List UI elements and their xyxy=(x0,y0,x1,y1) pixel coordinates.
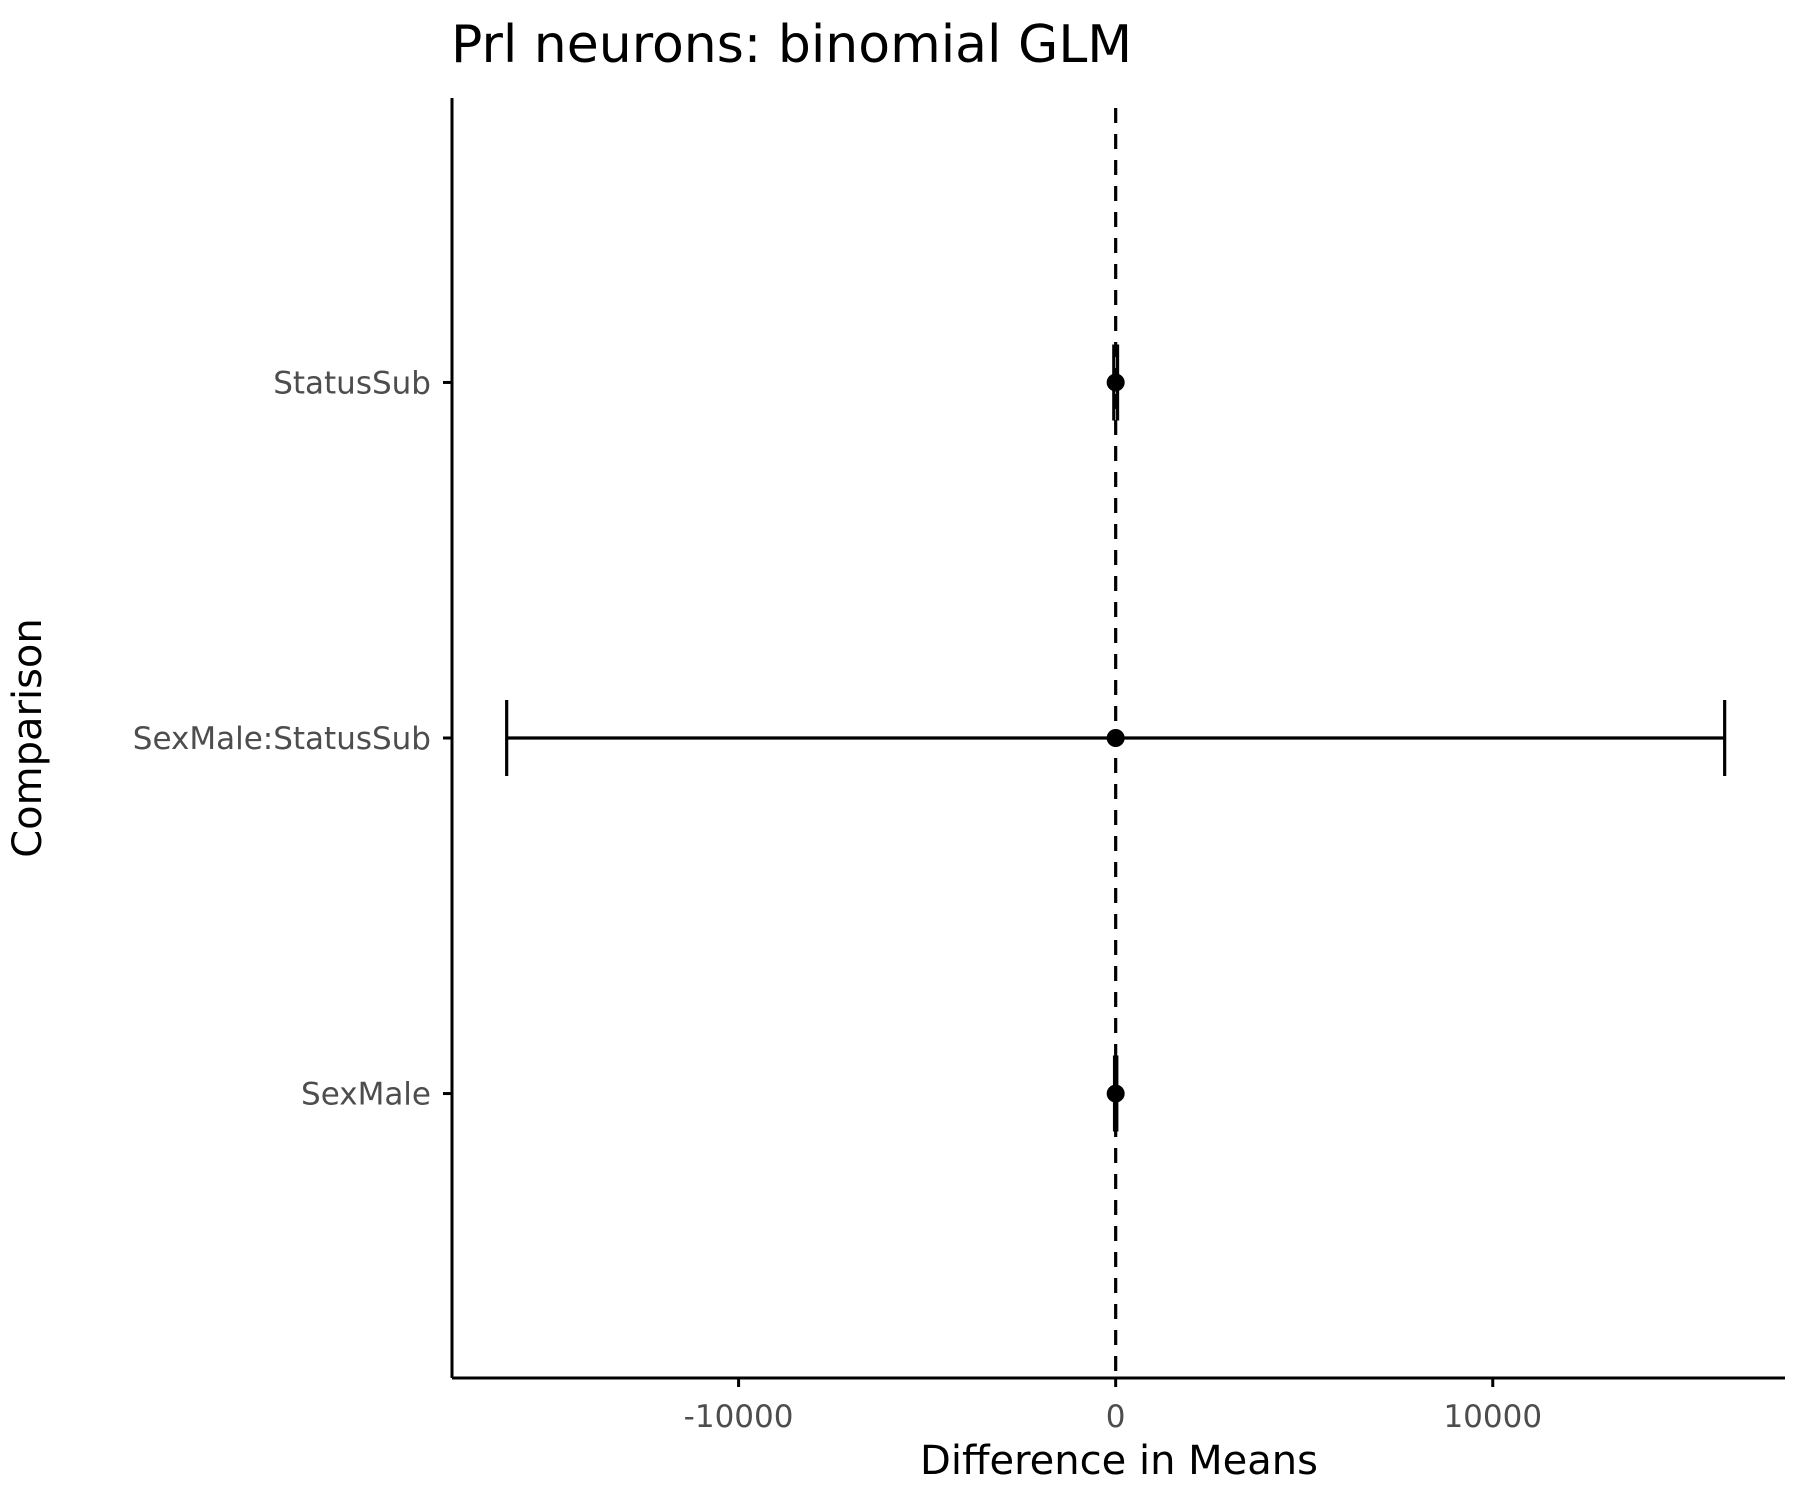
point-estimate xyxy=(1106,373,1125,392)
point-estimate xyxy=(1106,1084,1125,1103)
x-tick-label: -10000 xyxy=(684,1399,794,1435)
y-tick-label: SexMale xyxy=(301,1077,431,1113)
x-axis-ticks: -10000 0 10000 xyxy=(684,1378,1542,1435)
y-tick-label: StatusSub xyxy=(273,365,431,401)
x-tick-label: 0 xyxy=(1106,1399,1126,1435)
y-tick-label: SexMale:StatusSub xyxy=(133,721,431,757)
x-axis-title: Difference in Means xyxy=(920,1438,1318,1484)
chart-title: Prl neurons: binomial GLM xyxy=(451,15,1132,75)
y-axis-ticks: StatusSub SexMale:StatusSub SexMale xyxy=(133,365,452,1113)
plot-marks xyxy=(505,344,1727,1132)
point-estimate xyxy=(1106,729,1125,747)
x-tick-label: 10000 xyxy=(1443,1399,1542,1435)
y-axis-title: Comparison xyxy=(5,618,51,858)
